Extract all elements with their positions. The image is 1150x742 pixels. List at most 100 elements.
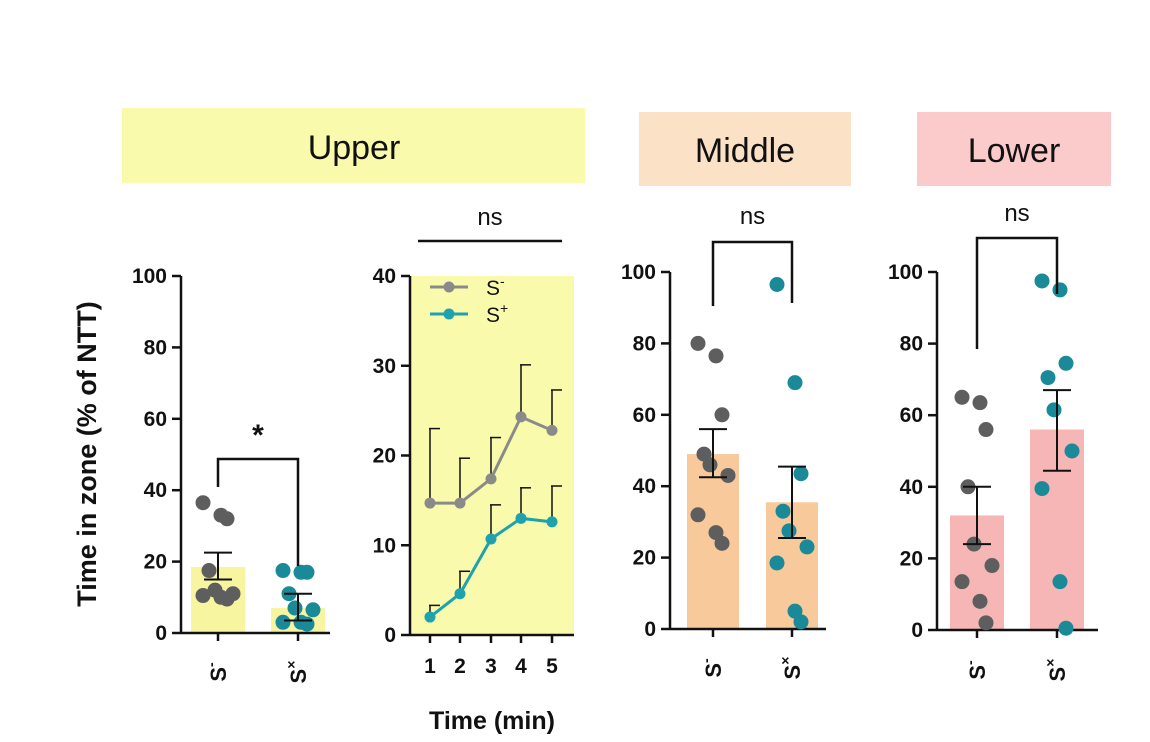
upper-bar-ytick-label-0: 0 (155, 622, 167, 645)
upper-bar-point-g1-1 (195, 495, 211, 511)
lower-bar-ytick-label-40: 40 (900, 476, 923, 499)
lower-bar-point-g2-4 (1040, 370, 1056, 386)
header-lower-label: Lower (968, 132, 1061, 170)
upper-line-series-2-point-3 (485, 533, 497, 545)
legend-marker-2 (443, 308, 455, 320)
upper-line-series-2-point-1 (424, 611, 436, 623)
middle-bar-ytick-label-20: 20 (633, 547, 656, 570)
middle-bar-point-g1-5 (702, 457, 718, 473)
middle-bar-point-g1-2 (708, 348, 724, 364)
header-middle-box (639, 112, 851, 186)
middle-bar-ytick-label-0: 0 (644, 618, 656, 641)
middle-bar-point-g2-1 (769, 276, 785, 292)
header-upper-box (122, 108, 585, 183)
legend-label-2: S+ (486, 300, 508, 327)
lower-bar-cat-label-1: S- (962, 660, 990, 680)
lower-bar-ytick-label-0: 0 (911, 619, 923, 642)
upper-bar-ytick-label-40: 40 (144, 479, 167, 502)
middle-bar-ytick-label-40: 40 (633, 475, 656, 498)
upper-bar-point-g2-3 (299, 564, 315, 580)
lower-bar-point-g2-9 (1058, 620, 1074, 636)
lower-bar-ytick-label-60: 60 (900, 404, 923, 427)
middle-bar-ytick-label-80: 80 (633, 332, 656, 355)
upper-bar-point-g2-5 (287, 600, 303, 616)
lower-bar-point-g1-1 (954, 389, 970, 405)
middle-bar-point-g2-9 (793, 614, 809, 630)
upper-line-xtick-label-1: 1 (424, 655, 436, 678)
lower-bar-ytick-label-20: 20 (900, 547, 923, 570)
legend-marker-1 (443, 281, 455, 293)
upper-bar-point-g2-9 (299, 616, 315, 632)
upper-line-ytick-label-30: 30 (373, 355, 396, 378)
upper-line-background (410, 276, 574, 635)
lower-bar-ytick-label-80: 80 (900, 333, 923, 356)
middle-bar-point-g1-3 (714, 407, 730, 423)
y-axis-label: Time in zone (% of NTT) (72, 301, 102, 607)
lower-bar-point-g1-2 (972, 395, 988, 411)
upper-bar-point-g2-6 (305, 602, 321, 618)
upper-line-ytick-label-10: 10 (373, 534, 396, 557)
upper-bar-point-g1-4 (201, 563, 217, 579)
upper-bar-ytick-label-60: 60 (144, 408, 167, 431)
x-axis-label-time: Time (min) (429, 707, 555, 735)
lower-bar-sig-bracket (975, 236, 1059, 349)
upper-line-xtick-label-2: 2 (454, 655, 466, 678)
upper-bar-ytick-label-80: 80 (144, 336, 167, 359)
upper-bar-sig-label: * (252, 419, 264, 452)
upper-line-xtick-label-3: 3 (485, 655, 497, 678)
upper-bar-point-g2-7 (275, 614, 291, 630)
middle-bar-bar-1 (687, 454, 739, 629)
lower-bar-point-g1-8 (972, 593, 988, 609)
upper-line-ytick-label-20: 20 (373, 445, 396, 468)
middle-bar-point-g2-7 (769, 555, 785, 571)
lower-bar-cat-label-2: S× (1042, 659, 1070, 682)
upper-line-xtick-label-4: 4 (515, 655, 527, 678)
lower-bar-point-g2-2 (1052, 282, 1068, 298)
middle-bar-ytick-label-100: 100 (621, 261, 656, 284)
lower-bar-point-g2-1 (1034, 273, 1050, 289)
lower-bar-point-g1-7 (954, 574, 970, 590)
upper-bar-point-g1-3 (219, 511, 235, 527)
upper-line-series-2-point-4 (515, 512, 527, 524)
upper-bar-ytick-label-20: 20 (144, 551, 167, 574)
lower-bar-point-g1-6 (984, 558, 1000, 574)
middle-bar-ytick-label-60: 60 (633, 404, 656, 427)
upper-line-ytick-label-0: 0 (384, 624, 396, 647)
upper-bar-point-g2-1 (275, 563, 291, 579)
upper-bar-point-g1-7 (195, 588, 211, 604)
middle-bar-point-g2-6 (799, 539, 815, 555)
upper-bar-cat-label-2: S× (283, 661, 311, 684)
lower-bar-ytick-label-100: 100 (888, 261, 923, 284)
header-middle-label: Middle (695, 132, 795, 170)
lower-bar-point-g2-7 (1034, 481, 1050, 497)
header-lower-box (917, 112, 1111, 186)
plots: 020406080100S-S×*020406080100S-S×ns02040… (132, 200, 1098, 683)
lower-bar-sig-label: ns (1004, 200, 1029, 227)
lower-bar-point-g2-5 (1046, 402, 1062, 418)
lower-bar-point-g2-6 (1064, 443, 1080, 459)
header-upper-label: Upper (308, 129, 401, 167)
lower-bar-point-g1-3 (978, 422, 994, 438)
upper-line-sig-label: ns (477, 204, 502, 231)
upper-line-ytick-label-40: 40 (373, 265, 396, 288)
lower-bar-point-g2-8 (1052, 574, 1068, 590)
middle-bar-sig-label: ns (740, 203, 765, 230)
upper-line-series-1-point-5 (546, 424, 558, 436)
middle-bar-point-g2-4 (775, 503, 791, 519)
upper-line-series-1-point-2 (454, 497, 466, 509)
upper-bar-sig-bracket (216, 457, 300, 566)
middle-bar-point-g1-1 (690, 335, 706, 351)
legend-label-1: S- (486, 273, 505, 300)
middle-bar-point-g2-2 (787, 375, 803, 391)
middle-bar-point-g1-7 (690, 507, 706, 523)
upper-line-series-1-point-3 (485, 473, 497, 485)
middle-bar-cat-label-2: S× (777, 657, 805, 680)
upper-line-series-2-point-2 (454, 588, 466, 600)
middle-bar-sig-bracket (711, 240, 794, 306)
middle-bar-point-g1-6 (720, 467, 736, 483)
upper-line-series-2-point-5 (546, 516, 558, 528)
middle-bar-point-g2-3 (793, 466, 809, 482)
upper-line-series-1-point-1 (424, 497, 436, 509)
upper-bar-cat-label-1: S- (203, 662, 231, 682)
